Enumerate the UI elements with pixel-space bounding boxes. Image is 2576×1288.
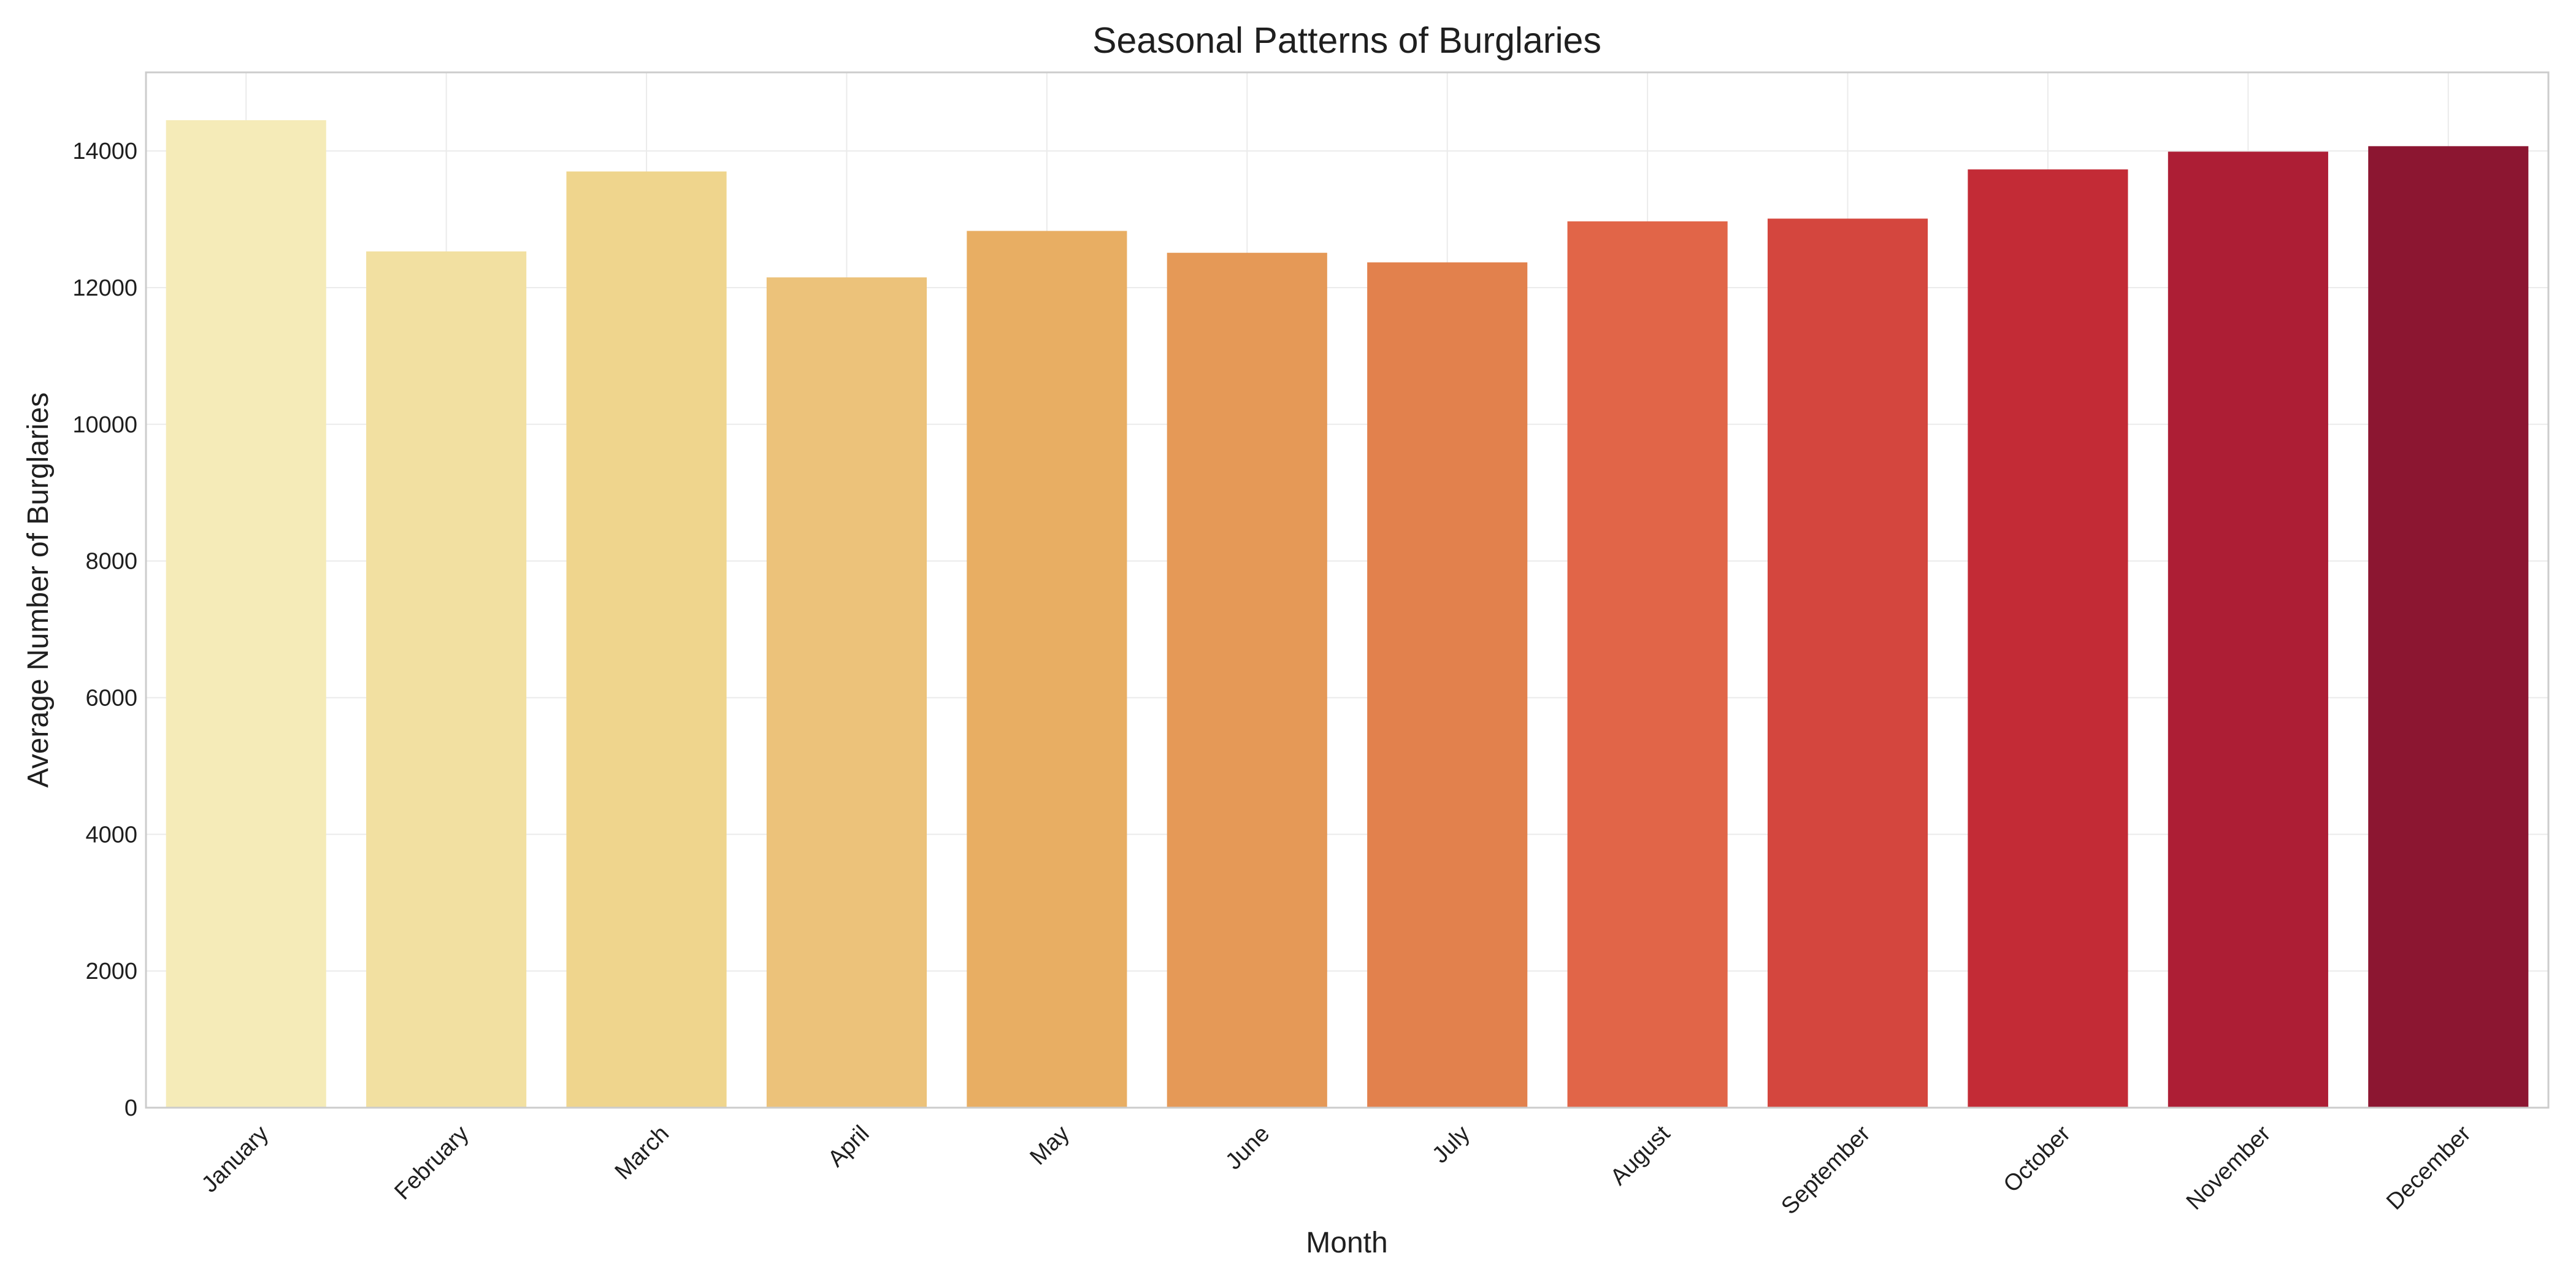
y-axis-title: Average Number of Burglaries bbox=[22, 393, 55, 788]
chart-title: Seasonal Patterns of Burglaries bbox=[1092, 20, 1601, 61]
bar bbox=[1167, 253, 1327, 1108]
bar bbox=[2168, 151, 2328, 1108]
bar bbox=[1968, 169, 2128, 1108]
x-axis-title: Month bbox=[1306, 1227, 1387, 1259]
plot-frame bbox=[145, 71, 2550, 1109]
bar bbox=[1567, 221, 1728, 1108]
bar bbox=[967, 231, 1127, 1108]
bar bbox=[366, 251, 527, 1108]
bar bbox=[166, 120, 326, 1108]
y-tick-label: 4000 bbox=[85, 822, 137, 848]
y-tick-label: 0 bbox=[125, 1095, 137, 1121]
y-tick-label: 12000 bbox=[72, 275, 137, 301]
bar bbox=[2368, 146, 2529, 1108]
y-tick-label: 2000 bbox=[85, 959, 137, 984]
y-tick-label: 10000 bbox=[72, 412, 137, 438]
bar bbox=[566, 171, 727, 1108]
bar bbox=[1367, 262, 1528, 1108]
y-tick-label: 6000 bbox=[85, 685, 137, 711]
y-tick-labels: 0 2000 4000 6000 8000 10000 12000 14000 bbox=[72, 139, 137, 1121]
bar bbox=[1767, 218, 1928, 1108]
y-tick-label: 14000 bbox=[72, 139, 137, 164]
y-tick-label: 8000 bbox=[85, 549, 137, 575]
bar bbox=[766, 277, 927, 1108]
bars bbox=[166, 120, 2529, 1108]
